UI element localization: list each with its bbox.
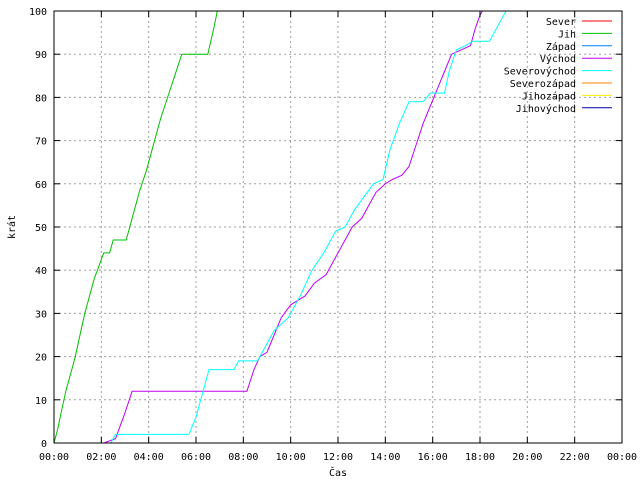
series-line-1: [53, 10, 218, 444]
grid: [54, 11, 622, 443]
y-tick-label: 40: [35, 266, 47, 277]
series-line-4: [110, 10, 507, 444]
y-tick-labels: 0 10 20 30 40 50 60 70 80 90 100: [29, 7, 47, 450]
legend-label: Severozápad: [510, 78, 576, 90]
series-lines: [53, 10, 507, 444]
x-tick-label: 16:00: [418, 452, 448, 463]
y-tick-label: 10: [35, 396, 47, 407]
legend-label: Jihozápad: [522, 90, 576, 102]
y-tick-label: 70: [35, 137, 47, 148]
y-tick-label: 0: [41, 439, 47, 450]
y-tick-label: 20: [35, 353, 47, 364]
y-tick-label: 50: [35, 223, 47, 234]
legend-label: Západ: [546, 41, 576, 53]
legend-label: Sever: [546, 17, 576, 28]
x-tick-label: 14:00: [370, 452, 400, 463]
legend-label: Jihovýchod: [516, 103, 576, 115]
x-tick-label: 00:00: [39, 452, 69, 463]
x-tick-label: 12:00: [323, 452, 353, 463]
x-tick-label: 00:00: [607, 452, 637, 463]
x-tick-label: 02:00: [86, 452, 116, 463]
y-tick-label: 100: [29, 7, 47, 18]
x-tick-labels: 00:00 02:00 04:00 06:00 08:00 10:00 12:00 14:00…: [39, 452, 637, 463]
x-tick-label: 04:00: [134, 452, 164, 463]
x-tick-label: 20:00: [512, 452, 542, 463]
legend-label: Východ: [540, 53, 576, 65]
x-tick-label: 10:00: [276, 452, 306, 463]
y-tick-label: 80: [35, 93, 47, 104]
legend: SeverJihZápadVýchodSeverovýchodSeverozáp…: [504, 17, 612, 115]
y-tick-label: 30: [35, 309, 47, 320]
x-tick-label: 22:00: [560, 452, 590, 463]
legend-label: Severovýchod: [504, 66, 576, 78]
y-tick-label: 90: [35, 50, 47, 61]
legend-label: Jih: [558, 29, 576, 40]
x-tick-label: 06:00: [181, 452, 211, 463]
x-tick-label: 18:00: [465, 452, 495, 463]
axis-ticks: [53, 10, 623, 444]
x-axis-label: Čas: [329, 466, 347, 479]
x-tick-label: 08:00: [228, 452, 258, 463]
y-tick-label: 60: [35, 180, 47, 191]
y-axis-label: krát: [6, 215, 18, 239]
